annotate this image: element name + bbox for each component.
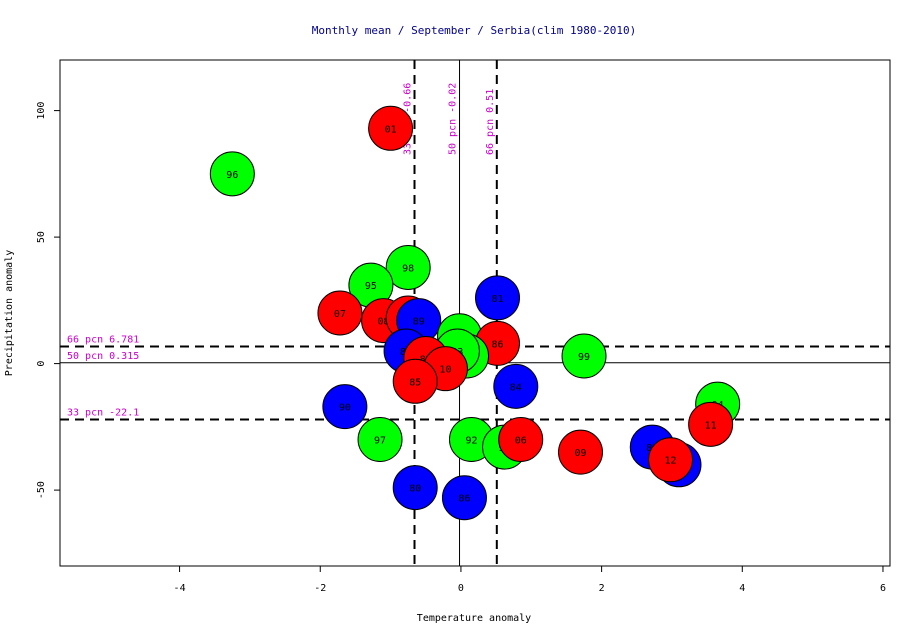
point-marker [209,151,255,197]
data-points: 0196989507080389810086938387821099858490… [209,105,741,521]
data-point: 01 [368,105,414,151]
point-label: 80 [409,484,421,495]
point-label: 85 [409,377,421,388]
point-marker [392,358,438,404]
y-tick-label: -50 [36,481,47,499]
point-marker [688,401,734,447]
point-label: 01 [385,124,397,135]
point-marker [385,244,431,290]
chart-title: Monthly mean / September / Serbia(clim 1… [312,24,637,37]
point-marker [498,417,544,462]
point-marker [441,475,487,521]
point-label: 95 [365,281,377,292]
point-label: 06 [515,436,527,447]
plot-area-frame [59,59,891,567]
data-point: 06 [498,417,544,462]
point-label: 89 [413,317,425,328]
data-point: 86 [441,475,487,521]
x-percentile-label: 66 pcn 0.51 [485,89,496,155]
x-percentile-label: 50 pcn -0.02 [448,83,459,155]
point-label: 90 [339,403,351,414]
x-tick-label: -4 [174,583,186,594]
data-point: 12 [648,437,694,483]
point-marker [493,363,539,409]
y-tick-label: 50 [36,231,47,243]
y-percentile-label: 50 pcn 0.315 [67,351,139,362]
point-marker [317,290,363,336]
data-point: 90 [322,384,368,430]
point-marker [558,429,604,475]
point-label: 12 [665,456,677,467]
data-point: 11 [688,401,734,447]
data-point: 81 [475,275,521,321]
y-tick-label: 0 [36,361,47,367]
point-label: 98 [402,263,414,274]
data-point: 96 [209,151,255,197]
x-tick-label: 0 [458,583,464,594]
x-axis-label: Temperature anomaly [417,613,531,624]
point-label: 07 [334,309,346,320]
y-percentile-label: 33 pcn -22.1 [67,408,139,419]
data-point: 07 [317,290,363,336]
data-point: 85 [392,358,438,404]
point-label: 08 [378,317,390,328]
point-label: 97 [374,436,386,447]
point-label: 86 [458,494,470,505]
y-tick-label: 100 [36,102,47,120]
x-tick-label: 6 [880,583,886,594]
data-point: 99 [561,333,607,379]
point-label: 96 [226,170,238,181]
x-tick-label: 4 [739,583,745,594]
y-axis-label: Precipitation anomaly [4,250,15,376]
data-point: 09 [558,429,604,475]
point-marker [648,437,694,483]
point-marker [368,105,414,151]
point-marker [322,384,368,430]
data-point: 97 [357,417,403,462]
axes: -4 -2 0 2 4 6 -50 0 50 100 [36,102,886,594]
point-marker [561,333,607,379]
point-marker [392,465,438,511]
y-percentile-label: 66 pcn 6.781 [67,334,139,345]
point-label: 11 [705,420,717,431]
data-point: 84 [493,363,539,409]
point-label: 92 [465,436,477,447]
x-tick-label: 2 [599,583,605,594]
point-label: 09 [574,448,586,459]
point-label: 99 [578,352,590,363]
data-point: 80 [392,465,438,511]
point-marker [475,275,521,321]
point-label: 81 [491,294,503,305]
data-point: 98 [385,244,431,290]
point-marker [357,417,403,462]
point-label: 10 [439,365,451,376]
x-tick-label: -2 [314,583,326,594]
point-label: 84 [510,382,522,393]
point-label: 86 [491,339,503,350]
